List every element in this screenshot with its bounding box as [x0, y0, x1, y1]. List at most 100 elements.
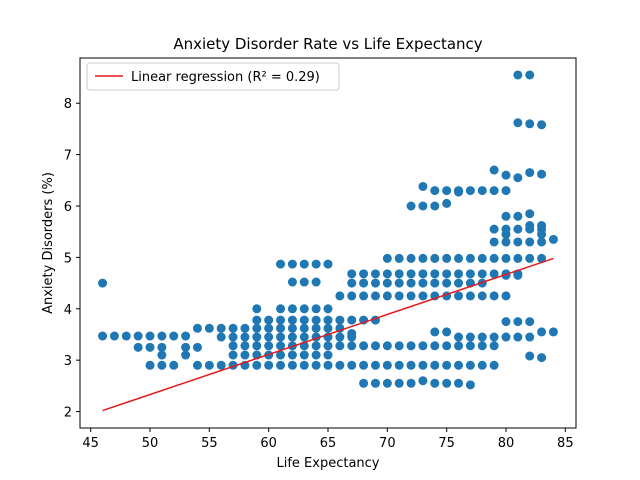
- data-point: [157, 360, 167, 370]
- data-point: [454, 378, 464, 388]
- data-point: [382, 341, 392, 351]
- data-point: [335, 291, 345, 301]
- data-point: [537, 221, 547, 231]
- data-point: [525, 209, 535, 219]
- data-point: [430, 201, 440, 211]
- data-point: [537, 229, 547, 239]
- data-point: [537, 253, 547, 263]
- data-point: [276, 341, 286, 351]
- data-point: [145, 360, 155, 370]
- data-point: [465, 253, 475, 263]
- data-point: [216, 332, 226, 342]
- data-point: [525, 119, 535, 129]
- data-point: [323, 360, 333, 370]
- data-point: [370, 269, 380, 279]
- data-point: [216, 323, 226, 333]
- data-point: [418, 360, 428, 370]
- x-tick-label: 85: [557, 436, 574, 451]
- data-point: [299, 304, 309, 314]
- data-point: [347, 269, 357, 279]
- data-point: [430, 378, 440, 388]
- data-point: [477, 341, 487, 351]
- x-tick-label: 70: [379, 436, 396, 451]
- data-point: [548, 234, 558, 244]
- data-point: [501, 186, 511, 196]
- data-point: [216, 360, 226, 370]
- data-point: [406, 291, 416, 301]
- data-point: [192, 323, 202, 333]
- data-point: [98, 331, 108, 341]
- data-point: [465, 291, 475, 301]
- data-point: [252, 315, 262, 325]
- data-point: [525, 168, 535, 178]
- data-point: [513, 173, 523, 183]
- data-point: [323, 304, 333, 314]
- data-point: [537, 169, 547, 179]
- y-tick-label: 4: [64, 303, 72, 318]
- data-point: [465, 332, 475, 342]
- y-tick-label: 7: [64, 149, 72, 164]
- data-point: [406, 360, 416, 370]
- data-point: [264, 332, 274, 342]
- data-point: [133, 331, 143, 341]
- y-tick-label: 5: [64, 251, 72, 266]
- data-point: [430, 253, 440, 263]
- data-point: [359, 291, 369, 301]
- x-tick-label: 50: [142, 436, 159, 451]
- data-point: [489, 165, 499, 175]
- data-point: [276, 315, 286, 325]
- data-point: [418, 269, 428, 279]
- data-point: [264, 360, 274, 370]
- x-tick-label: 75: [438, 436, 455, 451]
- data-point: [477, 360, 487, 370]
- data-point: [287, 277, 297, 287]
- data-point: [347, 341, 357, 351]
- y-axis-label: Anxiety Disorders (%): [41, 172, 56, 314]
- data-point: [394, 278, 404, 288]
- data-point: [287, 323, 297, 333]
- data-point: [394, 360, 404, 370]
- data-point: [525, 70, 535, 80]
- data-point: [454, 253, 464, 263]
- data-point: [513, 70, 523, 80]
- data-point: [489, 237, 499, 247]
- data-point: [204, 360, 214, 370]
- data-point: [513, 253, 523, 263]
- data-point: [489, 269, 499, 279]
- data-point: [311, 350, 321, 360]
- data-point: [477, 332, 487, 342]
- data-point: [465, 360, 475, 370]
- data-point: [465, 186, 475, 196]
- data-points: [98, 70, 558, 390]
- data-point: [228, 332, 238, 342]
- regression-line: [102, 257, 554, 412]
- data-point: [323, 315, 333, 325]
- data-point: [477, 291, 487, 301]
- data-point: [359, 341, 369, 351]
- data-point: [240, 323, 250, 333]
- data-point: [489, 291, 499, 301]
- data-point: [228, 341, 238, 351]
- data-point: [311, 323, 321, 333]
- data-point: [454, 360, 464, 370]
- data-point: [489, 224, 499, 234]
- data-point: [442, 253, 452, 263]
- data-point: [525, 253, 535, 263]
- data-point: [442, 269, 452, 279]
- data-point: [382, 278, 392, 288]
- data-point: [287, 350, 297, 360]
- data-point: [418, 181, 428, 191]
- data-point: [537, 120, 547, 130]
- data-point: [264, 341, 274, 351]
- data-point: [513, 237, 523, 247]
- x-tick-label: 60: [260, 436, 277, 451]
- data-point: [501, 291, 511, 301]
- data-point: [537, 353, 547, 363]
- data-point: [454, 278, 464, 288]
- data-point: [323, 323, 333, 333]
- data-point: [359, 378, 369, 388]
- data-point: [501, 253, 511, 263]
- chart-title: Anxiety Disorder Rate vs Life Expectancy: [173, 35, 482, 53]
- data-point: [525, 332, 535, 342]
- data-point: [477, 186, 487, 196]
